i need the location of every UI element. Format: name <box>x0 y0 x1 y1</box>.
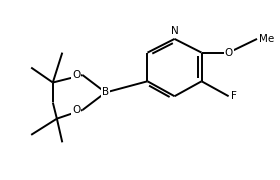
Text: O: O <box>72 70 80 80</box>
Text: O: O <box>72 105 80 115</box>
Text: B: B <box>102 87 109 98</box>
Text: O: O <box>225 48 233 58</box>
Text: N: N <box>171 26 178 36</box>
Text: F: F <box>231 91 237 101</box>
Text: Me: Me <box>259 34 274 44</box>
